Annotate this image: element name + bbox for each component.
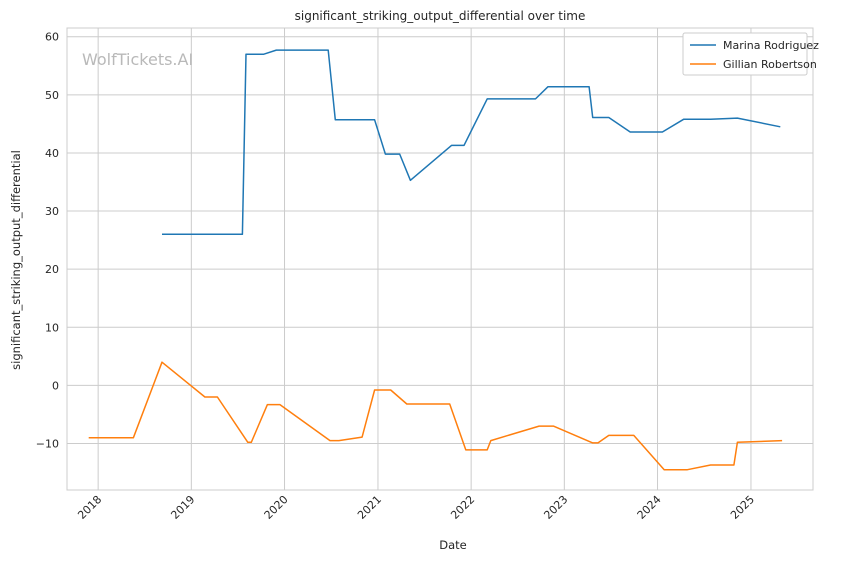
legend-label-marina-rodriguez: Marina Rodriguez <box>723 39 819 52</box>
y-tick-labels: −10 0 10 20 30 40 50 60 <box>36 31 59 451</box>
y-tick-label: −10 <box>36 438 59 451</box>
series-lines <box>88 49 783 471</box>
watermark-text: WolfTickets.AI <box>82 50 193 69</box>
plot-area-frame <box>66 27 814 491</box>
x-axis-title: Date <box>439 538 467 552</box>
series-line-gillian-robertson <box>88 361 783 471</box>
y-tick-label: 50 <box>45 89 59 102</box>
y-axis-title: significant_striking_output_differential <box>9 150 23 370</box>
y-tick-label: 30 <box>45 205 59 218</box>
y-tick-label: 20 <box>45 263 59 276</box>
y-tick-label: 10 <box>45 321 59 334</box>
legend: Marina Rodriguez Gillian Robertson <box>682 32 819 76</box>
y-tick-label: 60 <box>45 31 59 44</box>
y-tick-label: 0 <box>52 379 59 392</box>
legend-label-gillian-robertson: Gillian Robertson <box>723 58 817 71</box>
series-line-marina-rodriguez <box>162 49 781 236</box>
y-tick-label: 40 <box>45 147 59 160</box>
grid <box>67 28 813 490</box>
chart-title: significant_striking_output_differential… <box>295 9 586 23</box>
